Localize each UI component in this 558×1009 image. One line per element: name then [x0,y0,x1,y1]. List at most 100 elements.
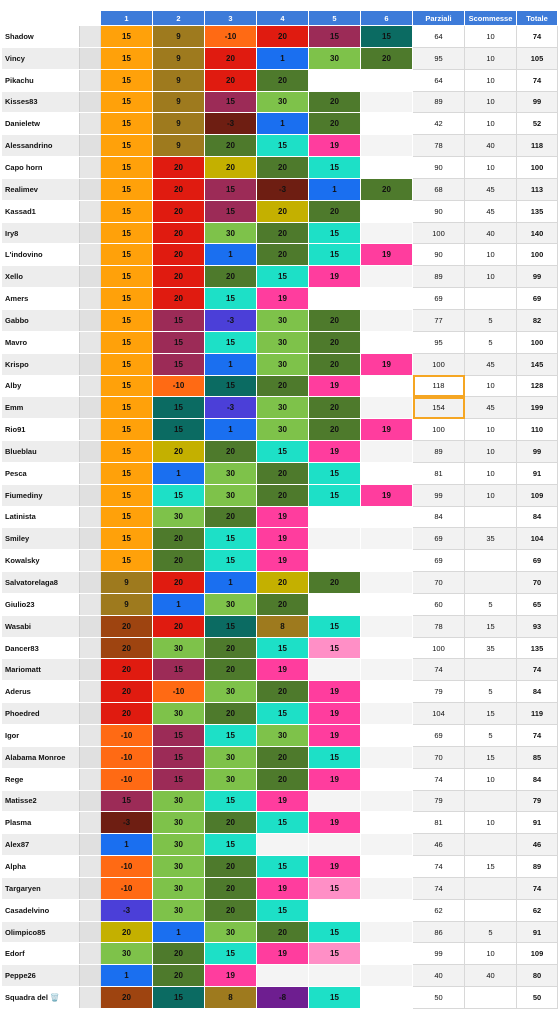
totale-value: 91 [516,811,558,835]
row-gap-cell [79,702,101,725]
round-6-score [360,702,413,725]
parziali-value: 79 [412,680,465,704]
player-name: Danieletw [1,112,80,136]
round-3-score: 15 [204,789,257,813]
header-round-3: 3 [204,10,257,26]
table-row: Targaryen -10 30 20 19 15 74 74 [1,876,558,900]
round-2-score: 20 [152,221,205,245]
round-6-score: 20 [360,177,413,201]
round-6-score [360,199,413,223]
scommesse-value [464,876,517,900]
totale-value: 74 [516,876,558,900]
row-gap-cell [79,505,101,529]
round-5-score [308,789,361,813]
round-6-score [360,920,413,944]
parziali-value: 69 [412,549,465,573]
round-2-score: 20 [152,243,205,267]
header-gap-blank [79,10,101,26]
scommesse-value: 5 [464,724,517,747]
round-2-score: 1 [152,920,205,944]
round-2-score: -10 [152,680,205,704]
table-row: Amers 15 20 15 19 69 69 [1,287,558,310]
round-6-score: 19 [360,483,413,507]
table-row: L'indovino 15 20 1 20 15 19 90 10 100 [1,243,558,267]
row-gap-cell [79,855,101,878]
table-row: Matisse2 15 30 15 19 79 79 [1,789,558,813]
player-name: Squadra del 🗑️ [1,986,80,1009]
round-6-score [360,855,413,878]
scommesse-value: 5 [464,592,517,616]
player-name: Kisses83 [1,90,80,114]
player-name: Rege [1,767,80,791]
parziali-value: 77 [412,308,465,332]
scommesse-value: 10 [464,112,517,136]
table-row: Phoedred 20 30 20 15 19 104 15 119 [1,702,558,725]
round-4-score: 30 [256,418,309,442]
round-4-score: 19 [256,942,309,966]
parziali-value: 68 [412,177,465,201]
round-6-score [360,680,413,704]
round-3-score: 30 [204,767,257,791]
round-5-score: 15 [308,483,361,507]
round-3-score: 20 [204,811,257,835]
round-3-score: 15 [204,527,257,551]
player-name: Alabama Monroe [1,745,80,769]
round-3-score: 1 [204,418,257,442]
round-5-score: 1 [308,177,361,201]
round-1-score: -10 [100,745,153,769]
round-3-score: 30 [204,461,257,485]
round-1-score: 15 [100,396,153,420]
player-name: Olimpico85 [1,920,80,944]
round-1-score: 20 [100,658,153,682]
round-6-score [360,527,413,551]
row-gap-cell [79,942,101,966]
round-1-score: 15 [100,25,153,48]
table-row: Blueblau 15 20 20 15 19 89 10 99 [1,440,558,463]
round-3-score: 1 [204,243,257,267]
table-row: Vincy 15 9 20 1 30 20 95 10 105 [1,46,558,70]
round-6-score [360,986,413,1009]
scommesse-value: 15 [464,614,517,638]
parziali-value: 90 [412,156,465,179]
round-6-score [360,440,413,463]
row-gap-cell [79,658,101,682]
header-round-1: 1 [100,10,153,26]
scommesse-value: 15 [464,702,517,725]
round-1-score: -10 [100,855,153,878]
round-3-score: 15 [204,330,257,354]
round-1-score: 30 [100,942,153,966]
round-3-score: -3 [204,112,257,136]
header-totale: Totale [516,10,558,26]
round-6-score [360,156,413,179]
round-4-score: 19 [256,505,309,529]
round-1-score: 20 [100,702,153,725]
round-2-score: 15 [152,396,205,420]
round-2-score: 15 [152,483,205,507]
round-4-score: 20 [256,920,309,944]
parziali-value: 74 [412,767,465,791]
round-5-score [308,964,361,988]
round-1-score: 20 [100,614,153,638]
player-name: Realimev [1,177,80,201]
round-2-score: 30 [152,833,205,857]
player-name: Phoedred [1,702,80,725]
round-4-score: 15 [256,702,309,725]
round-5-score [308,287,361,310]
scommesse-value [464,549,517,573]
round-5-score: 15 [308,461,361,485]
row-gap-cell [79,811,101,835]
round-2-score: 20 [152,614,205,638]
round-3-score: 30 [204,221,257,245]
parziali-value: 99 [412,483,465,507]
player-name: Casadelvino [1,898,80,922]
player-name: Xello [1,265,80,289]
round-1-score: 15 [100,134,153,158]
scommesse-value: 10 [464,90,517,114]
table-row: Kassad1 15 20 15 20 20 90 45 135 [1,199,558,223]
table-row: Rio91 15 15 1 30 20 19 100 10 110 [1,418,558,442]
row-gap-cell [79,724,101,747]
round-3-score: 15 [204,199,257,223]
scommesse-value: 35 [464,636,517,660]
parziali-value: 78 [412,134,465,158]
table-row: Kowalsky 15 20 15 19 69 69 [1,549,558,573]
